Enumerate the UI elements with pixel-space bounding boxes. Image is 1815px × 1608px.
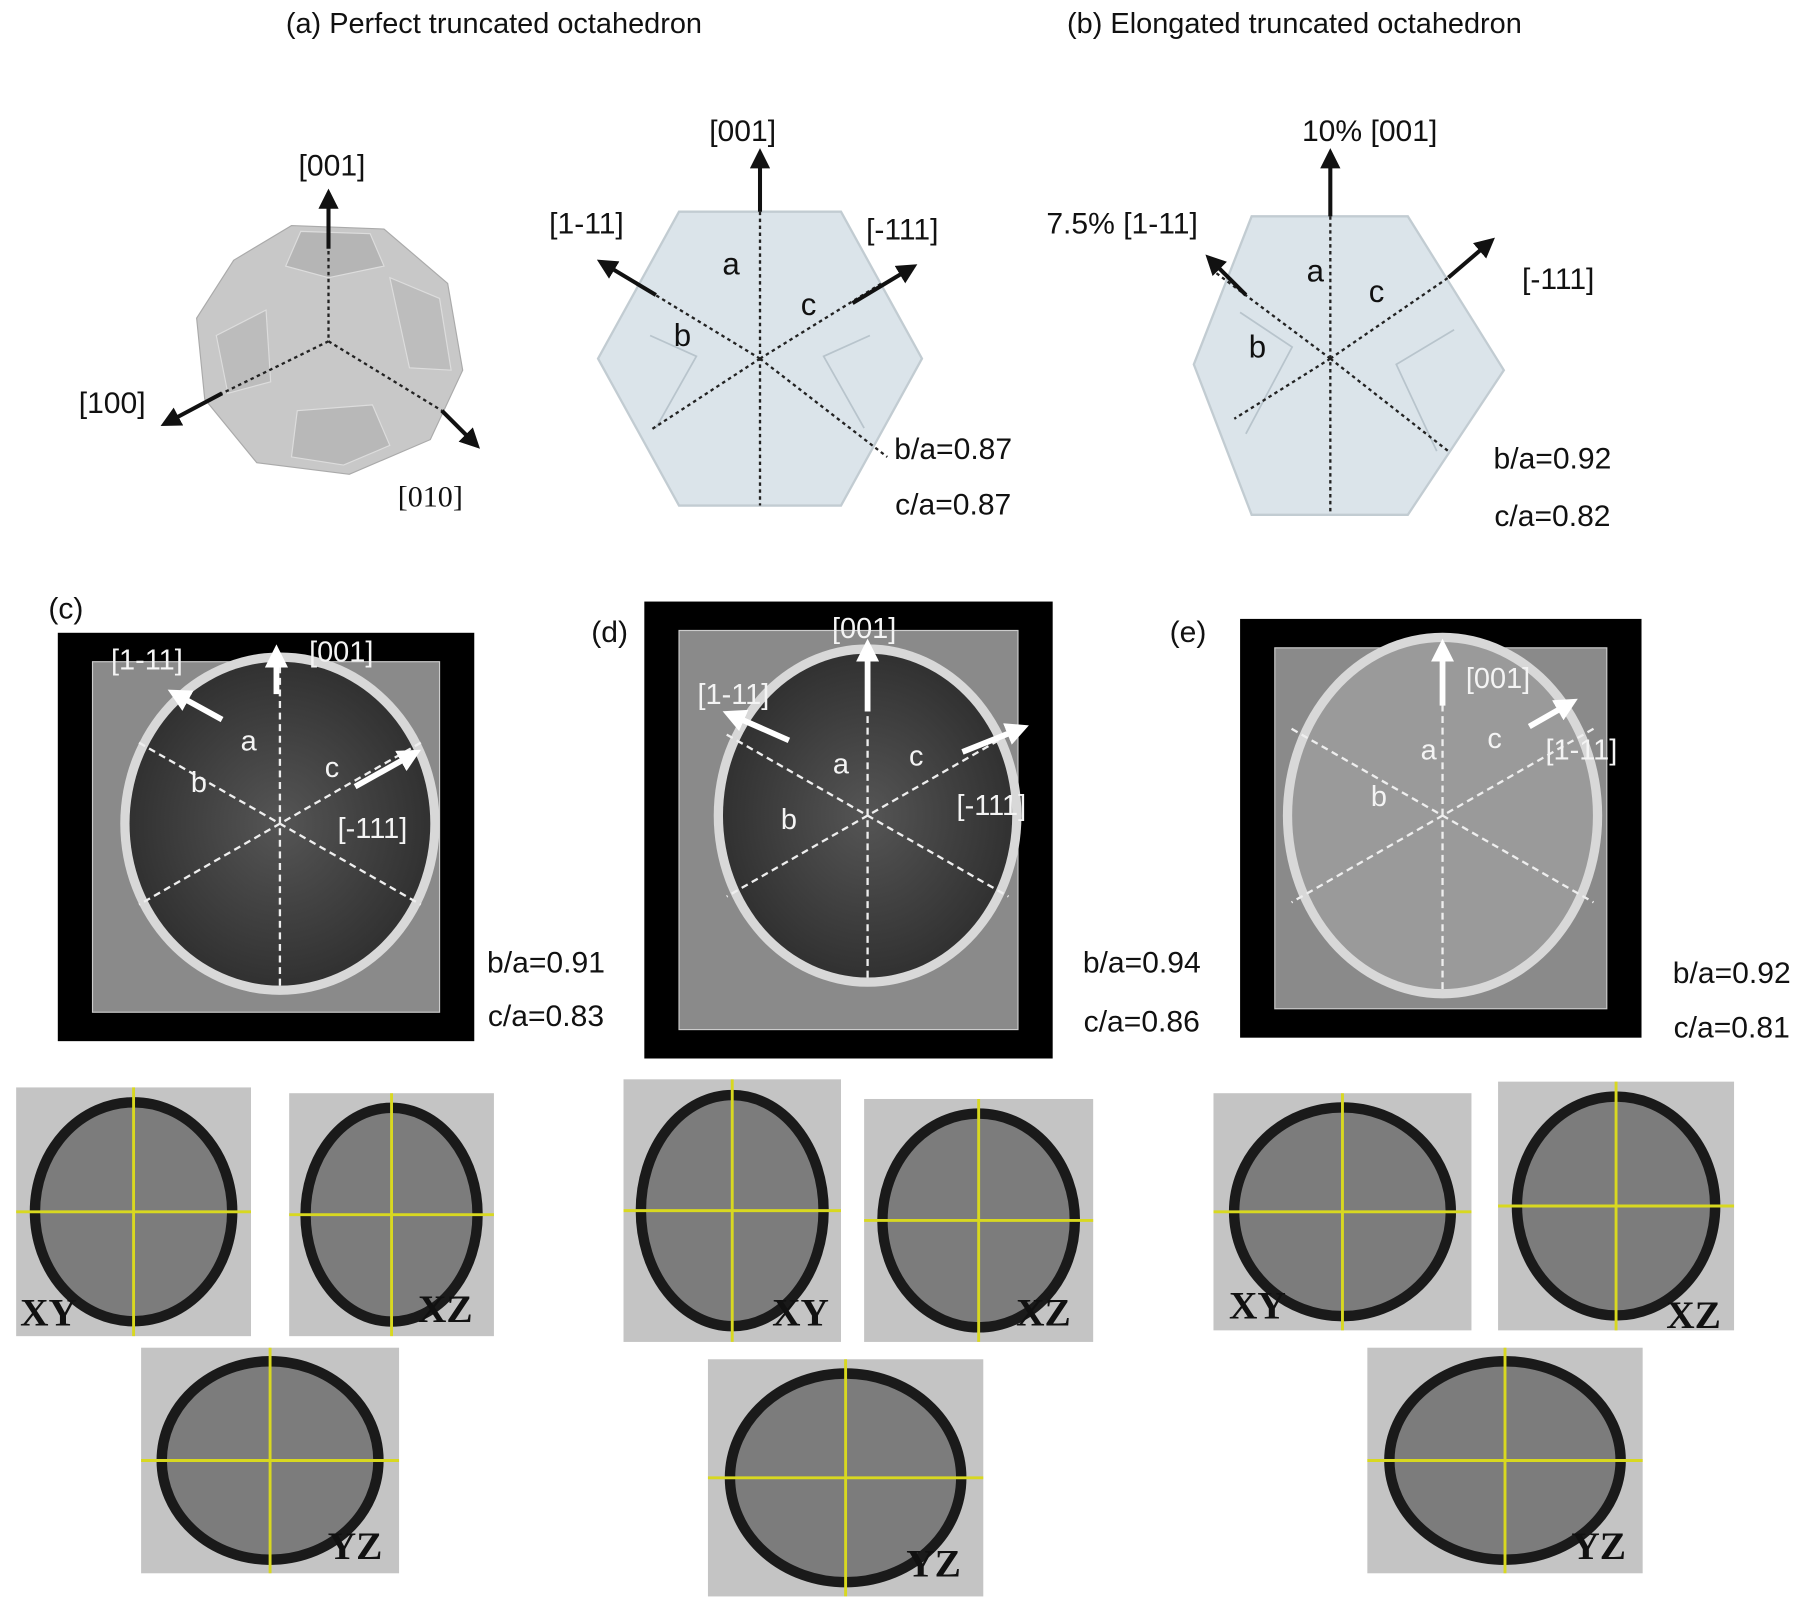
facet-label: a [1307, 253, 1325, 288]
axis-arrow [1527, 698, 1578, 730]
axis-arrow [167, 689, 224, 723]
axis-label: [001] [832, 613, 896, 645]
panel-title: (b) Elongated truncated octahedron [1067, 8, 1522, 40]
facet-label: a [241, 725, 258, 757]
axis-label: [010] [398, 480, 463, 514]
panel-label: (e) [1170, 616, 1207, 649]
axis-label: [1-11] [1545, 735, 1617, 767]
slice-label: YZ [906, 1542, 961, 1586]
tomography-panels: (c) [1-11] [001] [-111] a b c b/a=0.91 c/a=0.83 X… [16, 593, 1791, 1597]
facet-label: c [909, 740, 923, 772]
slice-label: YZ [328, 1524, 383, 1568]
axis-label: [-111] [1522, 263, 1594, 296]
axis-label: [001] [299, 150, 366, 183]
ratio-label: b/a=0.87 [894, 433, 1012, 466]
axis-label: [1-11] [111, 644, 183, 676]
ratio-label: c/a=0.82 [1494, 500, 1610, 533]
axis-arrow [353, 749, 422, 790]
axis-label: 10% [001] [1302, 115, 1437, 148]
ratio-label: b/a=0.92 [1673, 957, 1791, 990]
facet-label: c [325, 752, 339, 784]
ratio-label: b/a=0.91 [487, 947, 605, 980]
facet-label: a [722, 246, 740, 281]
ratio-label: c/a=0.87 [895, 489, 1011, 522]
facet-label: b [1249, 330, 1266, 365]
axis-label: 7.5% [1-11] [1046, 208, 1198, 241]
facet-line [726, 733, 1010, 898]
facet-label: b [781, 804, 797, 836]
facet-line [138, 741, 422, 906]
slice-label: XZ [418, 1287, 473, 1331]
ratio-label: b/a=0.92 [1494, 442, 1612, 475]
slice-label: XZ [1666, 1293, 1721, 1337]
axis-label: [-111] [338, 813, 408, 845]
axis-label: [-111] [957, 790, 1027, 822]
slice-label: XY [772, 1291, 829, 1335]
facet-label: b [1371, 781, 1387, 813]
axis-label: [1-11] [698, 679, 770, 711]
axis-label: [100] [79, 387, 146, 420]
axis-label: [001] [309, 636, 373, 668]
facet-label: c [801, 287, 817, 322]
facet-label: a [833, 748, 850, 780]
slice-label: XY [1229, 1284, 1286, 1328]
axis-label: [-111] [866, 213, 938, 246]
axis-label: [001] [1466, 663, 1530, 695]
slice-label: XZ [1016, 1291, 1071, 1335]
facet-label: a [1421, 735, 1438, 767]
axis-arrow [722, 709, 791, 744]
axis-label: [001] [709, 115, 776, 148]
facet-label: c [1369, 274, 1385, 309]
axis-label: [1-11] [549, 208, 624, 241]
octahedron-model [160, 188, 480, 475]
ratio-label: c/a=0.83 [488, 1000, 604, 1033]
ratio-label: c/a=0.81 [1674, 1012, 1790, 1045]
axis-arrow [961, 723, 1029, 755]
panel-label: (d) [591, 616, 628, 649]
slice-label: XY [20, 1291, 77, 1335]
slice-label: YZ [1571, 1524, 1626, 1568]
facet-line [1290, 727, 1595, 904]
ratio-label: b/a=0.94 [1083, 947, 1201, 980]
projection-hexagon [1192, 148, 1506, 516]
facet-label: b [191, 767, 207, 799]
panel-label: (c) [48, 593, 83, 626]
ratio-label: c/a=0.86 [1084, 1006, 1200, 1039]
facet-label: c [1487, 723, 1501, 755]
facet-label: b [674, 318, 691, 353]
projection-hexagon [596, 148, 924, 507]
panel-title: (a) Perfect truncated octahedron [286, 8, 702, 40]
